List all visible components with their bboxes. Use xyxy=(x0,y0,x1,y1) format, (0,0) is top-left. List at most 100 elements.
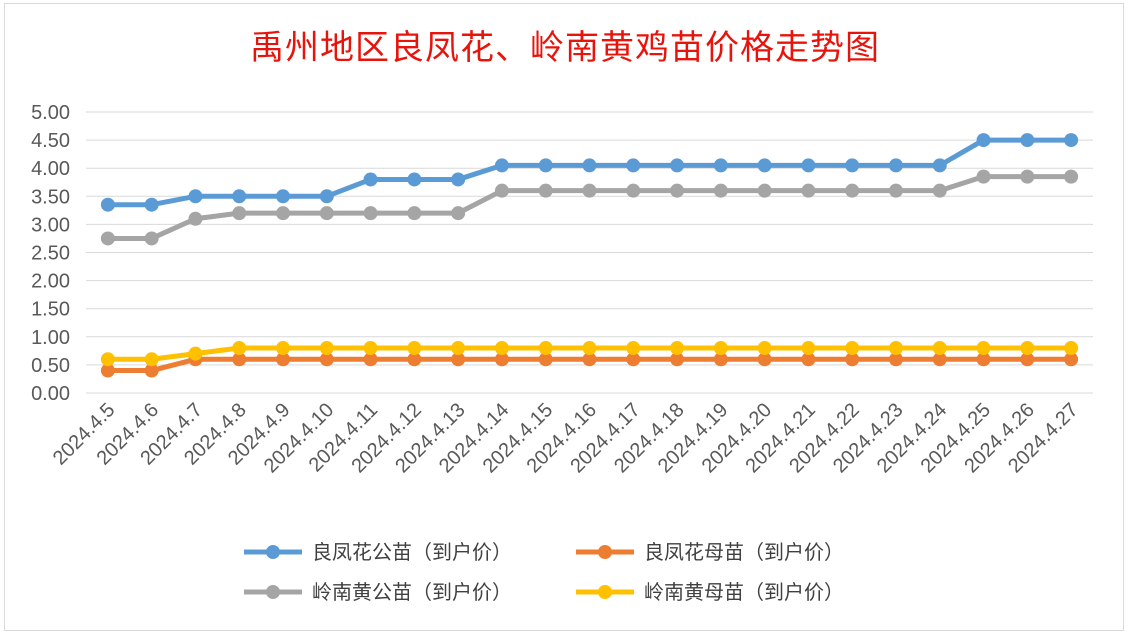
data-point xyxy=(494,158,509,173)
data-point xyxy=(888,183,903,198)
chart-title: 禹州地区良凤花、岭南黄鸡苗价格走势图 xyxy=(250,28,880,68)
y-tick-label: 1.00 xyxy=(31,327,70,349)
data-point xyxy=(494,352,509,367)
data-point xyxy=(932,183,947,198)
data-point xyxy=(319,341,334,356)
data-point xyxy=(582,158,597,173)
data-point xyxy=(494,341,509,356)
data-point xyxy=(188,189,203,204)
data-point xyxy=(451,172,466,187)
legend-label: 岭南黄母苗（到户价） xyxy=(644,580,844,604)
data-point xyxy=(801,158,816,173)
data-point xyxy=(670,352,685,367)
data-point xyxy=(1064,352,1079,367)
legend-marker xyxy=(266,545,280,559)
data-point xyxy=(888,341,903,356)
data-point xyxy=(757,158,772,173)
data-point xyxy=(1020,133,1035,148)
data-point xyxy=(1020,341,1035,356)
data-point xyxy=(100,197,115,212)
data-point xyxy=(407,172,422,187)
data-point xyxy=(538,352,553,367)
data-point xyxy=(976,133,991,148)
data-point xyxy=(626,158,641,173)
legend-label: 良凤花公苗（到户价） xyxy=(312,540,512,564)
data-point xyxy=(845,341,860,356)
data-point xyxy=(100,352,115,367)
data-point xyxy=(100,363,115,378)
data-point xyxy=(451,341,466,356)
data-point xyxy=(232,189,247,204)
data-point xyxy=(232,352,247,367)
legend-marker xyxy=(598,585,612,599)
data-point xyxy=(232,341,247,356)
data-point xyxy=(801,352,816,367)
data-point xyxy=(363,341,378,356)
data-point xyxy=(713,158,728,173)
data-point xyxy=(757,352,772,367)
legend-marker xyxy=(598,545,612,559)
y-tick-label: 3.00 xyxy=(31,214,70,236)
data-point xyxy=(713,352,728,367)
data-point xyxy=(276,189,291,204)
data-point xyxy=(538,183,553,198)
data-point xyxy=(670,183,685,198)
data-point xyxy=(276,341,291,356)
y-tick-label: 1.50 xyxy=(31,299,70,321)
data-point xyxy=(932,352,947,367)
data-point xyxy=(232,206,247,221)
y-tick-label: 3.50 xyxy=(31,186,70,208)
data-point xyxy=(144,352,159,367)
data-point xyxy=(757,341,772,356)
data-point xyxy=(757,183,772,198)
data-point xyxy=(407,352,422,367)
data-point xyxy=(407,206,422,221)
data-point xyxy=(713,341,728,356)
data-point xyxy=(538,158,553,173)
data-point xyxy=(1064,341,1079,356)
data-point xyxy=(363,172,378,187)
data-point xyxy=(626,183,641,198)
y-tick-label: 0.50 xyxy=(31,355,70,377)
data-point xyxy=(1064,169,1079,184)
data-point xyxy=(670,341,685,356)
data-point xyxy=(407,341,422,356)
chart-frame xyxy=(4,3,1124,631)
data-point xyxy=(188,346,203,361)
data-point xyxy=(888,352,903,367)
data-point xyxy=(932,158,947,173)
data-point xyxy=(319,189,334,204)
data-point xyxy=(100,231,115,246)
data-point xyxy=(144,363,159,378)
data-point xyxy=(845,352,860,367)
data-point xyxy=(713,183,728,198)
data-point xyxy=(538,341,553,356)
data-point xyxy=(888,158,903,173)
data-point xyxy=(144,231,159,246)
y-tick-label: 0.00 xyxy=(31,383,70,405)
data-point xyxy=(626,341,641,356)
legend-label: 岭南黄公苗（到户价） xyxy=(312,580,512,604)
data-point xyxy=(845,158,860,173)
data-point xyxy=(932,341,947,356)
y-tick-label: 2.50 xyxy=(31,243,70,265)
data-point xyxy=(319,352,334,367)
data-point xyxy=(976,341,991,356)
data-point xyxy=(276,352,291,367)
y-tick-label: 5.00 xyxy=(31,102,70,124)
data-point xyxy=(582,341,597,356)
data-point xyxy=(582,352,597,367)
data-point xyxy=(626,352,641,367)
legend-label: 良凤花母苗（到户价） xyxy=(644,540,844,564)
data-point xyxy=(144,197,159,212)
data-point xyxy=(1020,169,1035,184)
data-point xyxy=(670,158,685,173)
data-point xyxy=(188,211,203,226)
data-point xyxy=(1020,352,1035,367)
data-point xyxy=(276,206,291,221)
data-point xyxy=(801,183,816,198)
y-tick-label: 4.50 xyxy=(31,130,70,152)
data-point xyxy=(319,206,334,221)
data-point xyxy=(801,341,816,356)
data-point xyxy=(976,169,991,184)
